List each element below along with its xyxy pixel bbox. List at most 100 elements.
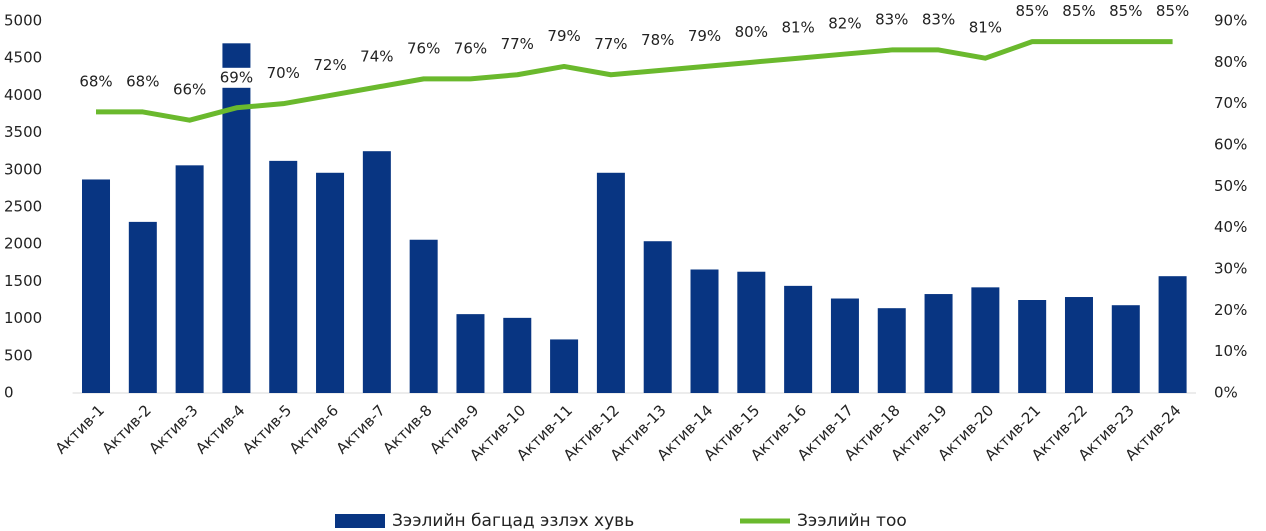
- bar: [1158, 276, 1187, 393]
- bar: [1111, 305, 1140, 393]
- y2-tick-label: 10%: [1214, 342, 1247, 360]
- bar: [175, 165, 204, 393]
- data-label: 79%: [547, 27, 580, 45]
- y-tick-label: 3000: [4, 160, 42, 178]
- data-label: 85%: [1062, 2, 1095, 20]
- data-label: 82%: [828, 15, 861, 33]
- data-label: 85%: [1015, 2, 1048, 20]
- y-tick-label: 1500: [4, 272, 42, 290]
- data-label: 85%: [1156, 2, 1189, 20]
- y-tick-label: 5000: [4, 12, 42, 30]
- bar: [1064, 297, 1093, 393]
- label-bg: [590, 34, 631, 55]
- y-tick-label: 3500: [4, 123, 42, 141]
- data-label: 69%: [220, 68, 253, 86]
- y-tick-label: 0: [4, 384, 14, 402]
- label-bg: [1012, 1, 1053, 22]
- bar: [316, 172, 345, 393]
- bar: [409, 239, 438, 393]
- y2-tick-label: 80%: [1214, 53, 1247, 71]
- bar: [1018, 300, 1047, 393]
- bar: [222, 43, 251, 393]
- label-bg: [871, 9, 912, 30]
- data-label: 81%: [969, 19, 1002, 37]
- bar: [269, 160, 298, 393]
- label-bg: [544, 26, 585, 47]
- bar: [971, 287, 1000, 393]
- y2-tick-label: 40%: [1214, 218, 1247, 236]
- y2-tick-label: 0%: [1214, 384, 1238, 402]
- label-bg: [918, 9, 959, 30]
- bar: [830, 298, 859, 393]
- data-label: 74%: [360, 48, 393, 66]
- bar: [737, 271, 766, 393]
- legend-label: Зээлийн багцад эзлэх хувь: [392, 511, 634, 531]
- x-tick-label: Актив-6: [286, 401, 342, 457]
- label-bg: [1058, 1, 1099, 22]
- line: [96, 39, 1173, 123]
- bar: [643, 241, 672, 393]
- data-label: 76%: [407, 39, 440, 57]
- y-tick-label: 2500: [4, 198, 42, 216]
- bar: [362, 151, 391, 393]
- data-label: 78%: [641, 31, 674, 49]
- label-bg: [1105, 1, 1146, 22]
- y-tick-label: 500: [4, 346, 33, 364]
- x-tick-label: Актив-2: [99, 401, 155, 457]
- bar: [924, 294, 953, 393]
- data-label: 70%: [267, 64, 300, 82]
- bar: [503, 317, 532, 393]
- data-label: 81%: [781, 19, 814, 37]
- label-bg: [824, 14, 865, 35]
- bar: [128, 221, 157, 393]
- y2-tick-label: 90%: [1214, 12, 1247, 30]
- data-label: 79%: [688, 27, 721, 45]
- data-label: 68%: [126, 72, 159, 90]
- label-bg: [497, 34, 538, 55]
- y-tick-label: 2000: [4, 235, 42, 253]
- label-bg: [356, 47, 397, 68]
- data-label: 83%: [875, 10, 908, 28]
- y2-tick-label: 60%: [1214, 136, 1247, 154]
- data-label: 77%: [594, 35, 627, 53]
- bar: [877, 308, 906, 393]
- x-tick-label: Актив-7: [333, 401, 389, 457]
- label-bg: [169, 80, 210, 101]
- label-bg: [122, 71, 163, 92]
- label-bg: [965, 18, 1006, 39]
- data-label: 76%: [454, 39, 487, 57]
- data-label: 66%: [173, 81, 206, 99]
- label-bg: [1152, 1, 1193, 22]
- bar: [596, 172, 625, 393]
- data-label: 80%: [735, 23, 768, 41]
- label-bg: [731, 22, 772, 43]
- y2-tick-label: 20%: [1214, 301, 1247, 319]
- label-bg: [76, 71, 117, 92]
- label-bg: [450, 38, 491, 59]
- label-bg: [637, 30, 678, 51]
- data-label: 77%: [501, 35, 534, 53]
- y-tick-label: 4000: [4, 86, 42, 104]
- data-label: 83%: [922, 10, 955, 28]
- bar: [456, 314, 485, 393]
- label-bg: [403, 38, 444, 59]
- label-bg: [684, 26, 725, 47]
- bar: [550, 339, 579, 393]
- bar: [690, 269, 719, 393]
- data-label: 72%: [313, 56, 346, 74]
- x-tick-label: Актив-8: [379, 401, 435, 457]
- data-label: 68%: [79, 72, 112, 90]
- y-tick-label: 1000: [4, 309, 42, 327]
- legend-label: Зээлийн тоо: [797, 511, 907, 531]
- legend-swatch: [335, 514, 385, 528]
- data-label: 85%: [1109, 2, 1142, 20]
- x-tick-label: Актив-4: [192, 401, 248, 457]
- y2-tick-label: 50%: [1214, 177, 1247, 195]
- x-tick-label: Актив-3: [145, 401, 201, 457]
- label-bg: [778, 18, 819, 39]
- y2-tick-label: 70%: [1214, 94, 1247, 112]
- bar: [784, 285, 813, 393]
- label-bg: [263, 63, 304, 84]
- y2-tick-label: 30%: [1214, 260, 1247, 278]
